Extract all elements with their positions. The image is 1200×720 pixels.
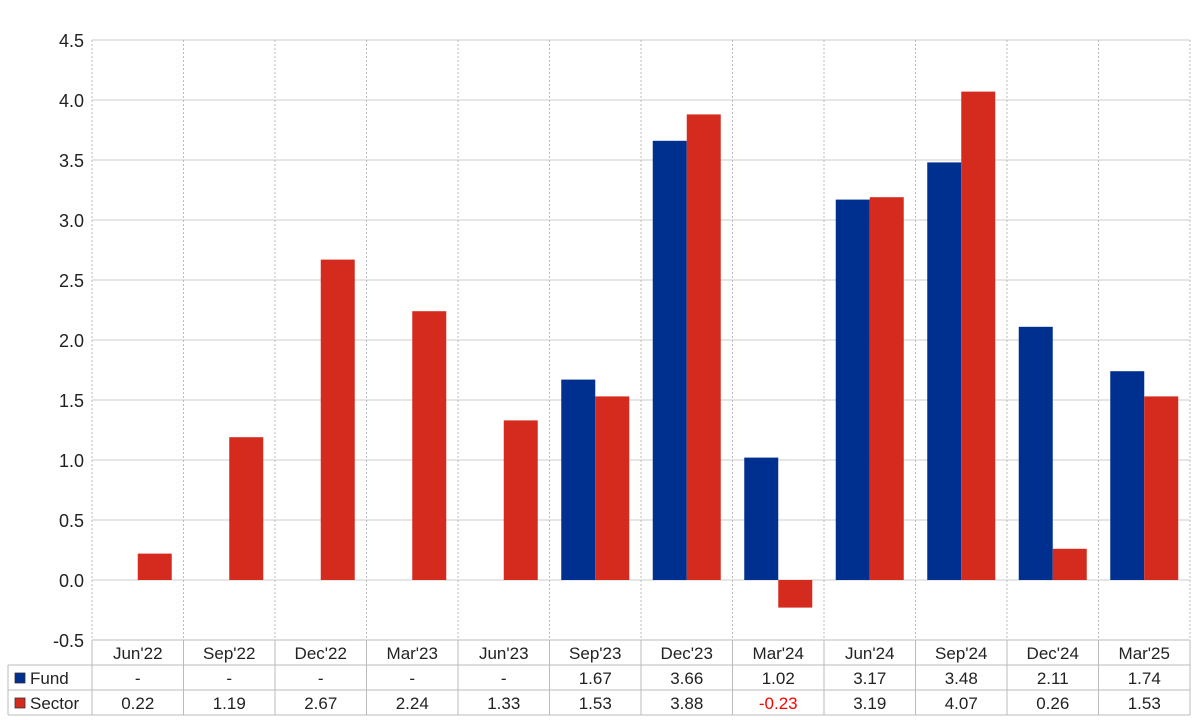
data-label-fund: 3.66: [670, 669, 703, 688]
bar-fund-Sep'24: [927, 162, 962, 580]
y-tick-label: 2.5: [59, 271, 84, 291]
data-label-sector: -0.23: [759, 694, 798, 713]
data-label-sector: 2.67: [304, 694, 337, 713]
bar-sector-Jun'23: [503, 420, 538, 580]
bar-sector-Dec'23: [686, 114, 721, 581]
y-tick-label: 4.5: [59, 31, 84, 51]
bar-fund-Jun'24: [835, 199, 870, 580]
data-label-sector: 0.22: [121, 694, 154, 713]
bar-fund-Mar'24: [744, 457, 779, 580]
bar-fund-Sep'23: [561, 379, 596, 580]
data-label-fund: -: [409, 669, 415, 688]
data-label-fund: 1.67: [579, 669, 612, 688]
y-tick-label: 1.5: [59, 391, 84, 411]
y-tick-label: 2.0: [59, 331, 84, 351]
data-label-fund: -: [226, 669, 232, 688]
legend-label-sector: Sector: [30, 694, 79, 713]
x-tick-label: Jun'23: [479, 644, 529, 663]
data-label-sector: 1.33: [487, 694, 520, 713]
legend-swatch-sector: [14, 697, 26, 709]
data-label-fund: -: [501, 669, 507, 688]
y-tick-label: -0.5: [53, 631, 84, 651]
data-label-fund: -: [318, 669, 324, 688]
data-table: Jun'22 Sep'22 Dec'22 Mar'23 Jun'23 Sep'23 Dec'…: [7, 639, 1191, 716]
y-axis-tick-labels: -0.5 0.0 0.5 1.0 1.5 2.0 2.5 3.0 3.5 4.0 4.5: [53, 31, 84, 651]
data-label-sector: 1.19: [213, 694, 246, 713]
bar-sector-Mar'23: [412, 311, 447, 580]
data-label-sector: 1.53: [579, 694, 612, 713]
data-label-fund: 3.48: [945, 669, 978, 688]
x-tick-label: Dec'23: [661, 644, 713, 663]
data-label-fund: 3.17: [853, 669, 886, 688]
x-tick-label: Jun'24: [845, 644, 895, 663]
data-label-sector: 2.24: [396, 694, 429, 713]
data-label-sector: 1.53: [1128, 694, 1161, 713]
bars: [137, 91, 1179, 608]
bar-sector-Mar'25: [1144, 396, 1179, 580]
x-tick-label: Mar'23: [387, 644, 438, 663]
x-tick-label: Sep'24: [935, 644, 987, 663]
x-tick-label: Dec'24: [1027, 644, 1079, 663]
legend-label-fund: Fund: [30, 669, 69, 688]
data-label-sector: 3.19: [853, 694, 886, 713]
data-label-sector: 4.07: [945, 694, 978, 713]
bar-fund-Dec'23: [652, 140, 687, 581]
x-tick-label: Sep'22: [203, 644, 255, 663]
data-label-sector: 3.88: [670, 694, 703, 713]
bar-sector-Jun'22: [137, 553, 172, 580]
bar-sector-Sep'23: [595, 396, 630, 580]
bar-sector-Sep'22: [229, 437, 264, 580]
x-tick-label: Jun'22: [113, 644, 163, 663]
bar-sector-Mar'24: [778, 580, 813, 608]
gridlines: [91, 39, 1191, 641]
x-tick-label: Mar'24: [753, 644, 804, 663]
y-tick-label: 0.5: [59, 511, 84, 531]
legend-swatch-fund: [14, 672, 26, 684]
y-tick-label: 4.0: [59, 91, 84, 111]
bar-fund-Dec'24: [1018, 326, 1053, 580]
bar-sector-Sep'24: [961, 91, 996, 580]
x-tick-label: Sep'23: [569, 644, 621, 663]
data-label-fund: -: [135, 669, 141, 688]
y-tick-label: 1.0: [59, 451, 84, 471]
data-label-fund: 1.02: [762, 669, 795, 688]
data-label-fund: 1.74: [1128, 669, 1161, 688]
x-tick-label: Mar'25: [1119, 644, 1170, 663]
bar-sector-Jun'24: [869, 197, 904, 580]
y-tick-label: 3.5: [59, 151, 84, 171]
data-label-sector: 0.26: [1036, 694, 1069, 713]
y-tick-label: 0.0: [59, 571, 84, 591]
data-label-fund: 2.11: [1037, 669, 1069, 688]
x-tick-label: Dec'22: [295, 644, 347, 663]
bar-sector-Dec'22: [320, 259, 355, 580]
y-tick-label: 3.0: [59, 211, 84, 231]
bar-sector-Dec'24: [1052, 548, 1087, 580]
bar-fund-Mar'25: [1110, 371, 1145, 580]
